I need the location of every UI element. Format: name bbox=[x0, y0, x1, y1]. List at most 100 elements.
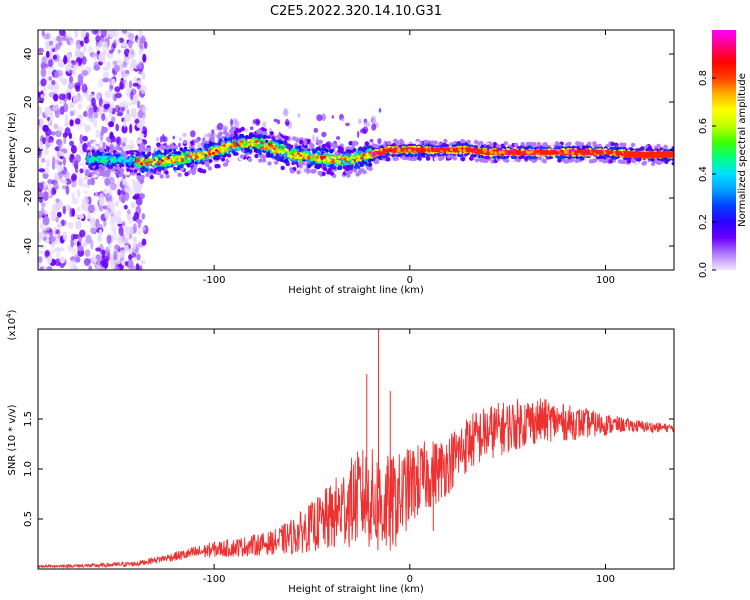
spectrogram-speckle bbox=[137, 63, 143, 70]
spectrogram-speckle bbox=[134, 118, 140, 125]
spectrogram-speckle bbox=[74, 118, 81, 125]
spectrogram-speckle bbox=[91, 53, 99, 61]
spectrogram-speckle bbox=[87, 178, 91, 186]
spectrogram-cell bbox=[417, 153, 421, 157]
spectrogram-speckle bbox=[55, 216, 59, 223]
spectrogram-cell bbox=[536, 142, 541, 147]
spectrogram-cell bbox=[117, 167, 121, 171]
spectrogram-cell bbox=[587, 141, 592, 146]
spectrogram-speckle bbox=[38, 256, 43, 263]
spectrogram-speckle bbox=[139, 192, 146, 200]
spectrogram-speckle bbox=[80, 30, 87, 39]
spectrogram-speckle bbox=[74, 237, 78, 246]
spectrogram-cell bbox=[602, 158, 607, 163]
spectrogram-cell bbox=[267, 161, 272, 166]
spectrogram-speckle bbox=[124, 191, 130, 202]
spectrogram-cell bbox=[147, 151, 152, 156]
spectrogram-speckle bbox=[73, 254, 80, 263]
spectrogram-speckle bbox=[133, 188, 139, 195]
spectrogram-cell bbox=[218, 131, 223, 136]
spectrogram-cell bbox=[503, 141, 508, 146]
spectrogram-speckle bbox=[69, 110, 75, 117]
spectrogram-cell bbox=[537, 156, 543, 161]
spectrogram-cell bbox=[161, 166, 166, 171]
spectrogram-speckle bbox=[124, 186, 131, 193]
spectrogram-speckle bbox=[115, 92, 122, 99]
spectrogram-speckle bbox=[132, 242, 137, 250]
spectrogram-blob bbox=[336, 136, 341, 140]
spectrogram-speckle bbox=[73, 234, 80, 240]
spectrogram-blob bbox=[363, 121, 371, 128]
spectrogram-speckle bbox=[99, 249, 107, 255]
spectrogram-blob bbox=[163, 136, 168, 143]
spectrogram-cell bbox=[352, 140, 357, 145]
spectrogram-cell bbox=[231, 126, 236, 131]
spectrogram-speckle bbox=[136, 180, 141, 189]
spectrogram-blob bbox=[172, 135, 176, 140]
spectrogram-cell bbox=[154, 164, 158, 168]
spectrogram-cell bbox=[261, 131, 266, 136]
spectrogram-cell bbox=[443, 138, 448, 144]
spectrogram-speckle bbox=[110, 182, 117, 191]
spectrogram-speckle bbox=[137, 228, 142, 236]
spectrogram-speckle bbox=[119, 101, 125, 108]
spectrogram-speckle bbox=[79, 229, 86, 238]
spectrogram-cell bbox=[329, 150, 334, 154]
spectrogram-cell bbox=[194, 138, 199, 144]
spectrogram-cell bbox=[520, 141, 525, 147]
spectrogram-cell bbox=[375, 144, 380, 149]
spectrogram-speckle bbox=[41, 56, 48, 65]
spectrogram-cell bbox=[159, 144, 165, 150]
spectrogram-speckle bbox=[128, 80, 133, 89]
spectrogram-cell bbox=[204, 136, 210, 141]
spectrogram-speckle bbox=[58, 161, 63, 166]
spectrogram-speckle bbox=[49, 50, 53, 58]
spectrogram-cell bbox=[143, 167, 148, 172]
spectrogram-speckle bbox=[41, 207, 45, 217]
spectrogram-speckle bbox=[64, 122, 69, 127]
spectrogram-speckle bbox=[101, 259, 109, 268]
spectrogram-cell bbox=[346, 173, 351, 178]
spectrogram-cell bbox=[393, 138, 398, 143]
spectrogram-cell bbox=[85, 169, 90, 174]
spectrogram-speckle bbox=[114, 233, 119, 242]
spectrogram-speckle bbox=[101, 41, 108, 49]
spectrogram-speckle bbox=[126, 87, 132, 95]
spectrogram-cell bbox=[254, 153, 259, 159]
spectrogram-cell bbox=[104, 169, 110, 174]
spectrogram-speckle bbox=[79, 168, 84, 174]
spectrogram-speckle bbox=[45, 159, 50, 168]
spectrogram-cell bbox=[118, 172, 123, 177]
spectrogram-speckle bbox=[129, 91, 134, 101]
spectrogram-blob bbox=[159, 136, 163, 143]
spectrogram-speckle bbox=[79, 134, 84, 144]
spectrogram-cell bbox=[274, 160, 279, 165]
spectrogram-speckle bbox=[128, 32, 135, 41]
spectrogram-cell bbox=[126, 168, 130, 172]
spectrogram-speckle bbox=[96, 258, 101, 268]
spectrogram-cell bbox=[186, 142, 191, 147]
spectrogram-cell bbox=[201, 161, 205, 165]
spectrogram-speckle bbox=[82, 135, 88, 142]
spectrogram-speckle bbox=[68, 259, 75, 267]
spectrogram-cell bbox=[479, 140, 484, 146]
spectrogram-cell bbox=[112, 150, 117, 154]
spectrogram-speckle bbox=[79, 122, 86, 127]
spectrogram-blob bbox=[244, 128, 248, 132]
spectrogram-cell bbox=[325, 142, 330, 147]
spectrogram-speckle bbox=[68, 75, 74, 84]
spectrogram-speckle bbox=[48, 187, 52, 198]
spectrogram-speckle bbox=[57, 203, 61, 209]
spectrogram-speckle bbox=[51, 203, 57, 213]
spectrogram-cell bbox=[263, 135, 268, 139]
spectrogram-speckle bbox=[129, 47, 134, 55]
spectrogram-speckle bbox=[64, 127, 71, 136]
spectrogram-speckle bbox=[113, 250, 118, 260]
spectrogram-cell bbox=[319, 147, 324, 152]
spectrogram-blob bbox=[179, 137, 182, 142]
spectrogram-speckle bbox=[48, 44, 54, 52]
spectrogram-speckle bbox=[79, 162, 85, 167]
spectrogram-speckle bbox=[122, 73, 130, 78]
spectrogram-cell bbox=[260, 138, 264, 142]
